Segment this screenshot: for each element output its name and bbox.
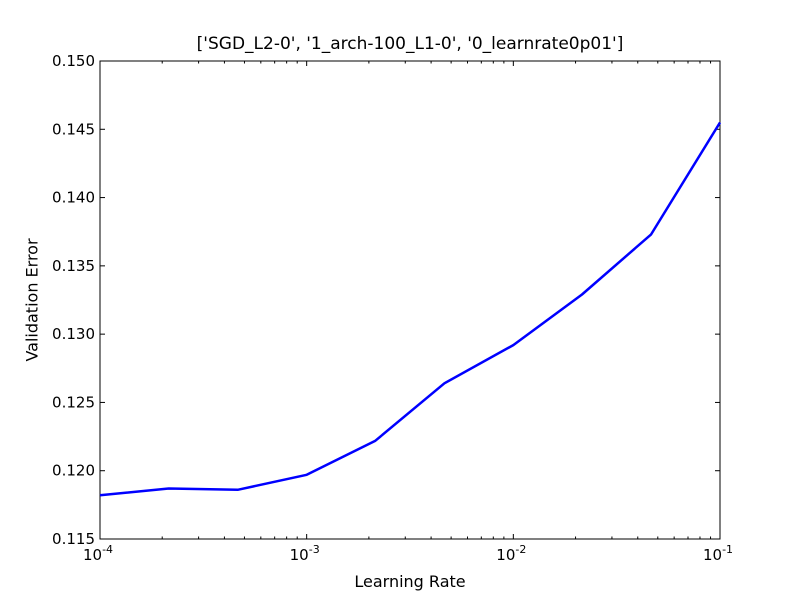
y-tick-label: 0.125 xyxy=(52,393,95,411)
x-tick-label: 10-3 xyxy=(290,543,320,564)
series-line xyxy=(99,121,722,497)
x-tick-exponent: -4 xyxy=(102,543,113,556)
y-tick-label: 0.120 xyxy=(52,462,95,480)
y-tick-label: 0.140 xyxy=(52,189,95,207)
y-tick-label: 0.150 xyxy=(52,52,95,70)
x-tick-label: 10-2 xyxy=(496,543,526,564)
chart-title: ['SGD_L2-0', '1_arch-100_L1-0', '0_learn… xyxy=(196,34,624,54)
x-tick-exponent: -3 xyxy=(309,543,320,556)
y-axis-label: Validation Error xyxy=(22,238,42,362)
y-tick-label: 0.130 xyxy=(52,325,95,343)
y-tick-label: 0.135 xyxy=(52,257,95,275)
series-group xyxy=(99,121,722,497)
plot-frame xyxy=(99,60,721,540)
tick-labels: 0.115 0.120 0.125 0.130 0.135 0.140 0.145 0.150… xyxy=(52,52,733,564)
y-tick-label: 0.145 xyxy=(52,120,95,138)
x-axis-label: Learning Rate xyxy=(354,572,466,591)
x-tick-label: 10-4 xyxy=(83,543,113,564)
axes xyxy=(99,60,721,540)
x-tick-label: 10-1 xyxy=(703,543,733,564)
y-tick-label: 0.115 xyxy=(52,530,95,548)
x-tick-exponent: -2 xyxy=(515,543,526,556)
x-tick-exponent: -1 xyxy=(722,543,733,556)
